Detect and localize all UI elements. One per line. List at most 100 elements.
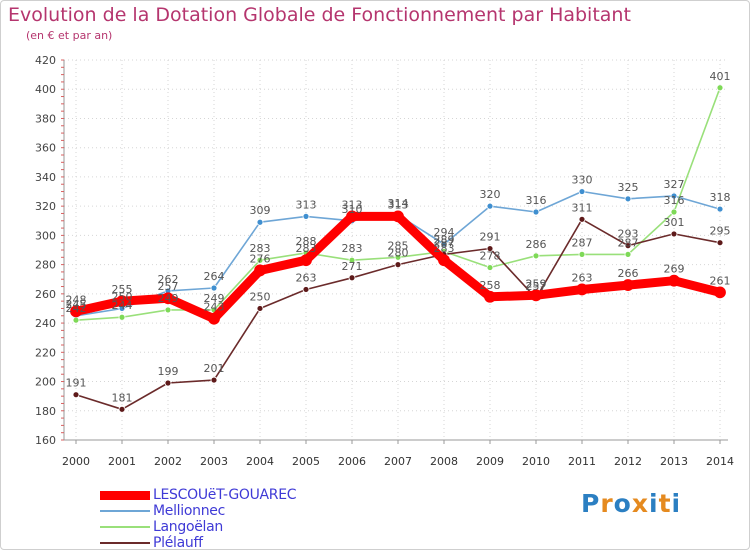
plot-area xyxy=(64,60,728,440)
data-point-Plélauff xyxy=(302,286,310,293)
data-label-LESCOUëT-GOUAREC: 261 xyxy=(710,274,731,287)
x-tick-label: 2008 xyxy=(430,455,458,468)
data-label-Plélauff: 191 xyxy=(66,377,87,390)
data-label-Mellionnec: 330 xyxy=(572,174,593,187)
data-point-Plélauff xyxy=(486,245,494,252)
data-label-LESCOUëT-GOUAREC: 255 xyxy=(112,283,133,296)
data-point-LESCOUëT-GOUAREC xyxy=(438,254,450,267)
data-point-Plélauff xyxy=(578,215,586,223)
data-label-Mellionnec: 245 xyxy=(66,298,87,311)
data-label-Mellionnec: 320 xyxy=(480,188,501,201)
legend-label: Langoëlan xyxy=(153,519,223,535)
data-label-Mellionnec: 262 xyxy=(158,273,179,286)
data-label-Langoëlan: 289 xyxy=(434,233,455,246)
data-point-Langoëlan xyxy=(72,316,80,324)
data-point-Plélauff xyxy=(624,242,632,250)
data-label-Langoëlan: 283 xyxy=(342,242,363,255)
x-tick-label: 2004 xyxy=(246,455,274,468)
logo-letter: t xyxy=(658,489,672,518)
legend-label: LESCOUëT-GOUAREC xyxy=(153,487,297,503)
x-tick-label: 2005 xyxy=(292,455,320,468)
x-tick-label: 2010 xyxy=(522,455,550,468)
data-point-Mellionnec xyxy=(670,192,678,200)
data-point-Mellionnec xyxy=(440,240,448,248)
data-label-Mellionnec: 318 xyxy=(710,191,731,204)
data-point-LESCOUëT-GOUAREC xyxy=(622,279,634,291)
chart-subtitle: (en € et par an) xyxy=(26,29,113,42)
data-label-Plélauff: 301 xyxy=(664,216,685,229)
logo-letter: P xyxy=(581,489,601,518)
data-label-Plélauff: 181 xyxy=(112,391,133,404)
data-point-Plélauff xyxy=(118,405,126,413)
logo-letter: o xyxy=(613,489,632,518)
data-label-Plélauff: 250 xyxy=(250,290,271,303)
data-point-LESCOUëT-GOUAREC xyxy=(116,295,128,308)
data-label-Langoëlan: 287 xyxy=(572,236,593,249)
x-tick-label: 2007 xyxy=(384,455,412,468)
y-tick-label: 300 xyxy=(35,229,56,242)
x-tick-label: 2002 xyxy=(154,455,182,468)
logo-letter: x xyxy=(631,489,649,518)
data-label-Plélauff: 287 xyxy=(434,236,455,249)
legend-swatch xyxy=(100,510,150,512)
x-tick-label: 2006 xyxy=(338,455,366,468)
data-label-Plélauff: 295 xyxy=(710,225,731,238)
data-label-LESCOUëT-GOUAREC: 313 xyxy=(388,198,409,211)
data-point-LESCOUëT-GOUAREC xyxy=(300,254,312,267)
data-label-Langoëlan: 244 xyxy=(112,299,133,312)
data-label-Langoëlan: 316 xyxy=(664,194,685,207)
data-point-LESCOUëT-GOUAREC xyxy=(346,210,358,223)
data-label-LESCOUëT-GOUAREC: 269 xyxy=(664,263,685,276)
y-tick-label: 280 xyxy=(35,259,56,272)
data-label-Langoëlan: 249 xyxy=(158,292,179,305)
y-tick-label: 160 xyxy=(35,434,56,447)
data-label-Mellionnec: 309 xyxy=(250,204,271,217)
data-label-Langoëlan: 283 xyxy=(250,242,271,255)
data-label-Mellionnec: 316 xyxy=(526,194,547,207)
logo-letter: i xyxy=(671,489,682,518)
data-point-Langoëlan xyxy=(164,306,172,314)
data-point-Plélauff xyxy=(670,230,678,238)
data-point-Plélauff xyxy=(164,379,172,387)
data-point-LESCOUëT-GOUAREC xyxy=(254,264,266,277)
legend-swatch xyxy=(100,542,150,544)
data-point-Mellionnec xyxy=(578,188,586,195)
data-point-Mellionnec xyxy=(716,205,724,213)
data-point-Langoëlan xyxy=(486,264,494,271)
data-point-Plélauff xyxy=(72,391,80,399)
data-point-Plélauff xyxy=(256,305,264,312)
data-label-Mellionnec: 310 xyxy=(342,203,363,216)
data-point-LESCOUëT-GOUAREC xyxy=(208,312,220,325)
data-label-LESCOUëT-GOUAREC: 266 xyxy=(618,267,639,280)
data-point-LESCOUëT-GOUAREC xyxy=(576,283,588,296)
data-label-Mellionnec: 314 xyxy=(388,197,409,210)
data-label-LESCOUëT-GOUAREC: 283 xyxy=(434,242,455,255)
data-point-Langoëlan xyxy=(624,250,632,258)
x-tick-label: 2000 xyxy=(62,455,90,468)
x-tick-label: 2014 xyxy=(706,455,734,468)
data-point-Langoëlan xyxy=(394,253,402,261)
data-label-LESCOUëT-GOUAREC: 259 xyxy=(526,277,547,290)
data-point-Mellionnec xyxy=(210,284,218,292)
data-point-Langoëlan xyxy=(670,208,678,216)
data-point-Mellionnec xyxy=(624,195,632,203)
data-point-Langoëlan xyxy=(578,250,586,258)
data-point-Langoëlan xyxy=(716,84,724,92)
proxiti-logo: Proxiti xyxy=(581,489,681,518)
data-label-Langoëlan: 278 xyxy=(480,250,501,263)
data-label-Mellionnec: 325 xyxy=(618,181,639,194)
data-label-Langoëlan: 401 xyxy=(710,70,731,83)
legend-swatch xyxy=(100,526,150,528)
y-tick-label: 360 xyxy=(35,142,56,155)
data-label-Plélauff: 280 xyxy=(388,247,409,260)
data-label-Plélauff: 293 xyxy=(618,228,639,241)
y-tick-label: 420 xyxy=(35,54,56,67)
data-point-Plélauff xyxy=(394,261,402,269)
y-tick-label: 340 xyxy=(35,171,56,184)
data-point-LESCOUëT-GOUAREC xyxy=(70,305,82,318)
data-label-Mellionnec: 313 xyxy=(296,198,317,211)
data-label-LESCOUëT-GOUAREC: 258 xyxy=(480,279,501,292)
data-point-LESCOUëT-GOUAREC xyxy=(484,290,496,303)
data-label-Plélauff: 271 xyxy=(342,260,363,273)
data-label-Plélauff: 201 xyxy=(204,362,225,375)
